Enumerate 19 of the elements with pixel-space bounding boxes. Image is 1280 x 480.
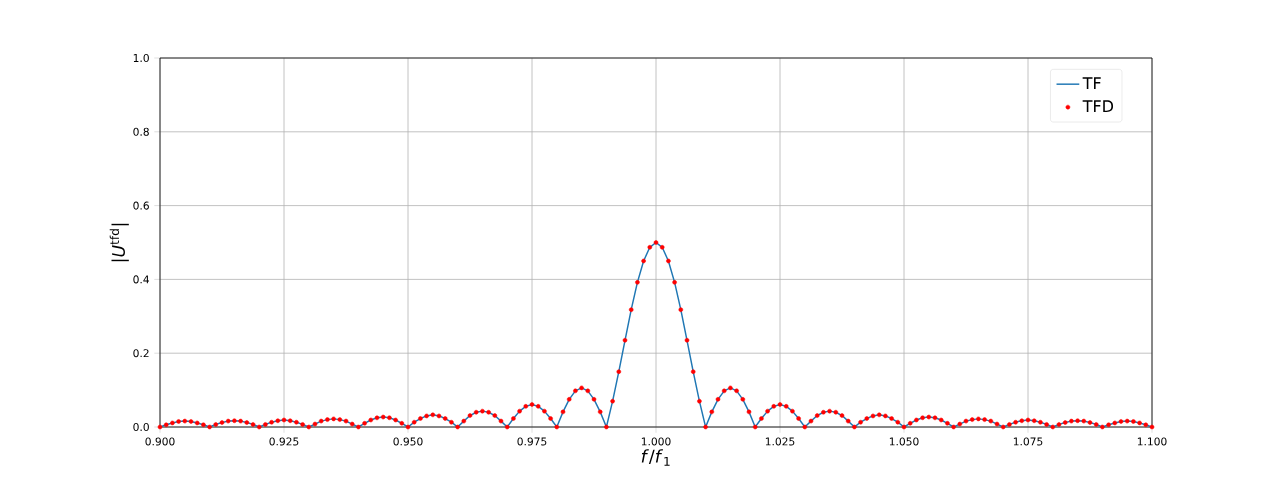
y-tick-label: 0.6 bbox=[133, 201, 149, 210]
x-tick-label: 1.075 bbox=[1013, 437, 1043, 446]
x-tick-label: 0.925 bbox=[269, 437, 299, 446]
legend-label: TFD bbox=[1082, 100, 1114, 112]
y-tick-label: 0.0 bbox=[133, 422, 149, 432]
x-axis-title: f/f$_{1}$ bbox=[641, 449, 670, 466]
x-tick-label: 1.100 bbox=[1137, 437, 1167, 446]
x-tick-label: 1.000 bbox=[641, 437, 671, 446]
y-tick-label: 0.2 bbox=[133, 349, 149, 358]
x-tick-label: 0.975 bbox=[517, 437, 547, 446]
y-tick-label: 0.8 bbox=[133, 127, 149, 136]
legend-label: TF bbox=[1082, 77, 1101, 89]
x-tick-label: 0.900 bbox=[145, 437, 175, 446]
x-tick-label: 0.950 bbox=[393, 437, 423, 446]
y-axis-title: |U$^{tfd}$| bbox=[109, 223, 129, 262]
y-tick-label: 1.0 bbox=[133, 53, 149, 63]
x-tick-label: 1.050 bbox=[889, 437, 919, 446]
y-tick-label: 0.4 bbox=[133, 275, 150, 284]
x-tick-label: 1.025 bbox=[765, 437, 795, 446]
